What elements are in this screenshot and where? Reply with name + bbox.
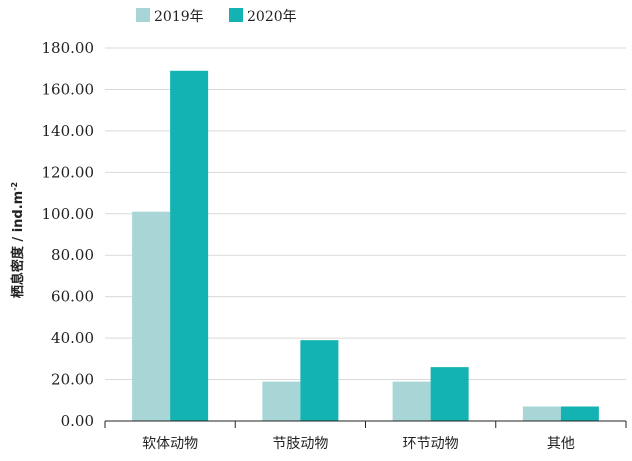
y-axis-label-text: 栖息密度 / ind.m <box>10 191 26 298</box>
bar <box>392 381 431 421</box>
legend-swatch-2019 <box>136 8 150 22</box>
x-axis: 软体动物 节肢动物 环节动物 其他 <box>104 420 627 452</box>
legend-label-2019: 2019年 <box>154 9 204 25</box>
y-tick-label: 120.00 <box>42 163 95 181</box>
y-tick-label: 140.00 <box>42 122 95 140</box>
y-tick-label: 160.00 <box>42 80 95 98</box>
bar <box>300 340 339 421</box>
x-tick-label: 其他 <box>547 436 575 452</box>
bar <box>560 406 599 421</box>
y-tick-label: 100.00 <box>42 205 95 223</box>
y-axis-label: 栖息密度 / ind.m-2 <box>10 182 26 298</box>
bar <box>262 381 301 421</box>
bar <box>132 211 171 421</box>
bar <box>522 406 561 421</box>
legend: 2019年 2020年 <box>136 8 297 25</box>
bar <box>170 70 209 422</box>
y-axis-label-superscript: -2 <box>10 182 19 191</box>
legend-swatch-2020 <box>229 8 243 22</box>
y-axis-ticks: 0.00 20.00 40.00 60.00 80.00 100.00 120.00 140.… <box>42 39 95 430</box>
legend-label-2020: 2020年 <box>247 9 297 25</box>
y-tick-label: 180.00 <box>42 39 95 57</box>
x-tick-label: 节肢动物 <box>272 436 328 452</box>
bars <box>132 70 599 422</box>
y-tick-label: 40.00 <box>51 329 94 347</box>
y-tick-label: 80.00 <box>51 246 94 264</box>
x-tick-label: 环节动物 <box>403 436 459 452</box>
y-tick-label: 60.00 <box>51 288 94 306</box>
bar <box>430 367 469 421</box>
y-tick-label: 0.00 <box>61 412 94 430</box>
x-tick-label: 软体动物 <box>142 436 198 452</box>
y-tick-label: 20.00 <box>51 371 94 389</box>
